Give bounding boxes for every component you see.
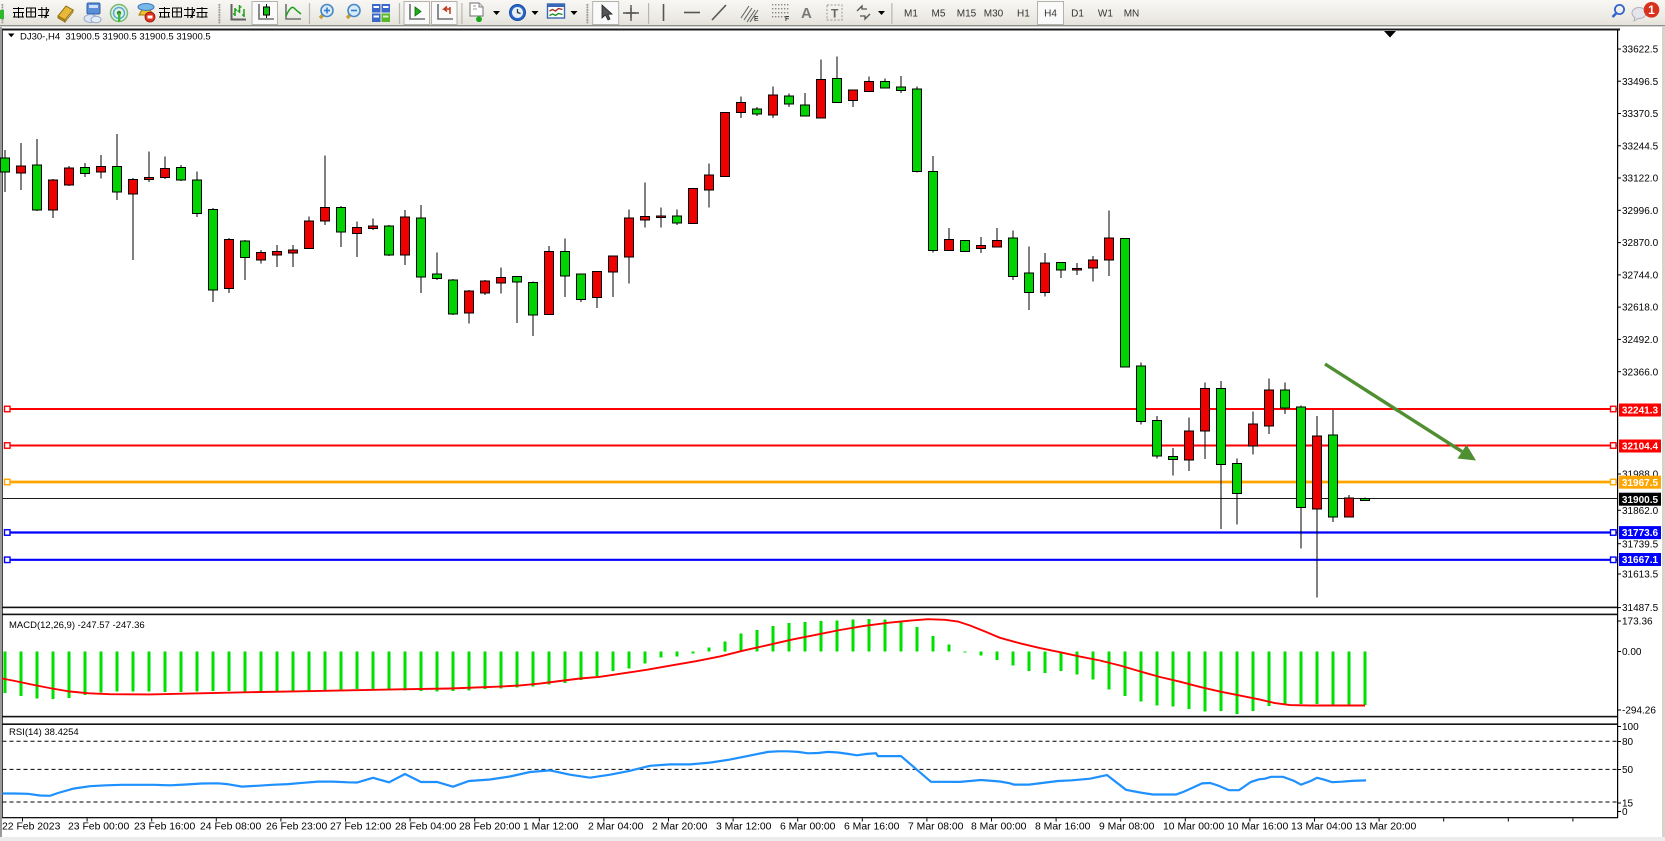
svg-text:27 Feb 12:00: 27 Feb 12:00 xyxy=(330,822,391,833)
svg-text:2 Mar 04:00: 2 Mar 04:00 xyxy=(588,822,644,833)
svg-text:31667.1: 31667.1 xyxy=(1622,555,1659,566)
svg-text:23 Feb 16:00: 23 Feb 16:00 xyxy=(134,822,195,833)
svg-text:33244.5: 33244.5 xyxy=(1622,141,1659,152)
svg-text:13 Mar 04:00: 13 Mar 04:00 xyxy=(1291,822,1352,833)
svg-text:3 Mar 12:00: 3 Mar 12:00 xyxy=(716,822,772,833)
svg-text:-294.26: -294.26 xyxy=(1622,706,1656,717)
svg-text:H1: H1 xyxy=(1017,9,1030,20)
svg-text:W1: W1 xyxy=(1098,9,1113,20)
svg-text:6 Mar 16:00: 6 Mar 16:00 xyxy=(844,822,900,833)
svg-text:32492.0: 32492.0 xyxy=(1622,335,1659,346)
svg-text:33122.0: 33122.0 xyxy=(1622,174,1659,185)
svg-text:M1: M1 xyxy=(904,9,918,20)
svg-text:1 Mar 12:00: 1 Mar 12:00 xyxy=(523,822,579,833)
svg-text:32618.0: 32618.0 xyxy=(1622,303,1659,314)
svg-text:32996.0: 32996.0 xyxy=(1622,206,1659,217)
svg-text:24 Feb 08:00: 24 Feb 08:00 xyxy=(200,822,261,833)
svg-text:26 Feb 23:00: 26 Feb 23:00 xyxy=(266,822,327,833)
svg-text:31967.5: 31967.5 xyxy=(1622,478,1659,489)
svg-text:50: 50 xyxy=(1622,765,1634,776)
svg-text:173.36: 173.36 xyxy=(1622,617,1653,628)
svg-text:100: 100 xyxy=(1622,722,1639,733)
svg-text:0.00: 0.00 xyxy=(1622,647,1642,658)
svg-text:8 Mar 16:00: 8 Mar 16:00 xyxy=(1035,822,1091,833)
svg-text:31988.0: 31988.0 xyxy=(1622,470,1659,481)
svg-text:33622.5: 33622.5 xyxy=(1622,45,1659,56)
svg-text:10 Mar 00:00: 10 Mar 00:00 xyxy=(1163,822,1224,833)
svg-text:32104.4: 32104.4 xyxy=(1622,442,1659,453)
svg-text:8 Mar 00:00: 8 Mar 00:00 xyxy=(971,822,1027,833)
svg-text:DJ30-,H4 31900.5 31900.5 3190: DJ30-,H4 31900.5 31900.5 31900.5 31900.5 xyxy=(20,32,211,43)
svg-text:RSI(14) 38.4254: RSI(14) 38.4254 xyxy=(9,727,79,738)
svg-text:31900.5: 31900.5 xyxy=(1622,495,1659,506)
svg-text:33370.5: 33370.5 xyxy=(1622,109,1659,120)
svg-text:28 Feb 04:00: 28 Feb 04:00 xyxy=(395,822,456,833)
svg-text:32366.0: 32366.0 xyxy=(1622,367,1659,378)
svg-text:23 Feb 00:00: 23 Feb 00:00 xyxy=(68,822,129,833)
svg-text:32870.0: 32870.0 xyxy=(1622,238,1659,249)
svg-text:MACD(12,26,9) -247.57 -247.36: MACD(12,26,9) -247.57 -247.36 xyxy=(9,620,145,631)
svg-text:32744.0: 32744.0 xyxy=(1622,271,1659,282)
svg-text:2 Mar 20:00: 2 Mar 20:00 xyxy=(652,822,708,833)
svg-text:D1: D1 xyxy=(1071,9,1084,20)
svg-text:31862.0: 31862.0 xyxy=(1622,506,1659,517)
svg-text:28 Feb 20:00: 28 Feb 20:00 xyxy=(459,822,520,833)
svg-text:22 Feb 2023: 22 Feb 2023 xyxy=(2,822,61,833)
svg-text:E: E xyxy=(754,16,759,23)
svg-text:A: A xyxy=(801,5,812,22)
svg-text:7 Mar 08:00: 7 Mar 08:00 xyxy=(908,822,964,833)
svg-text:F: F xyxy=(785,16,789,23)
svg-text:31487.5: 31487.5 xyxy=(1622,603,1659,614)
svg-text:6 Mar 00:00: 6 Mar 00:00 xyxy=(780,822,836,833)
svg-text:10 Mar 16:00: 10 Mar 16:00 xyxy=(1227,822,1288,833)
svg-text:32241.3: 32241.3 xyxy=(1622,406,1659,417)
svg-text:T: T xyxy=(831,7,839,21)
svg-text:31613.5: 31613.5 xyxy=(1622,570,1659,581)
svg-text:MN: MN xyxy=(1124,9,1140,20)
svg-text:80: 80 xyxy=(1622,737,1634,748)
svg-text:9 Mar 08:00: 9 Mar 08:00 xyxy=(1099,822,1155,833)
svg-text:1: 1 xyxy=(1648,3,1655,17)
svg-text:33496.5: 33496.5 xyxy=(1622,77,1659,88)
svg-text:13 Mar 20:00: 13 Mar 20:00 xyxy=(1355,822,1416,833)
svg-text:31739.5: 31739.5 xyxy=(1622,539,1659,550)
svg-text:M5: M5 xyxy=(932,9,946,20)
svg-text:M30: M30 xyxy=(984,9,1004,20)
svg-text:0: 0 xyxy=(1622,807,1628,818)
svg-text:H4: H4 xyxy=(1044,9,1057,20)
svg-text:31773.6: 31773.6 xyxy=(1622,528,1659,539)
svg-text:15: 15 xyxy=(1622,799,1634,810)
svg-text:M15: M15 xyxy=(957,9,977,20)
